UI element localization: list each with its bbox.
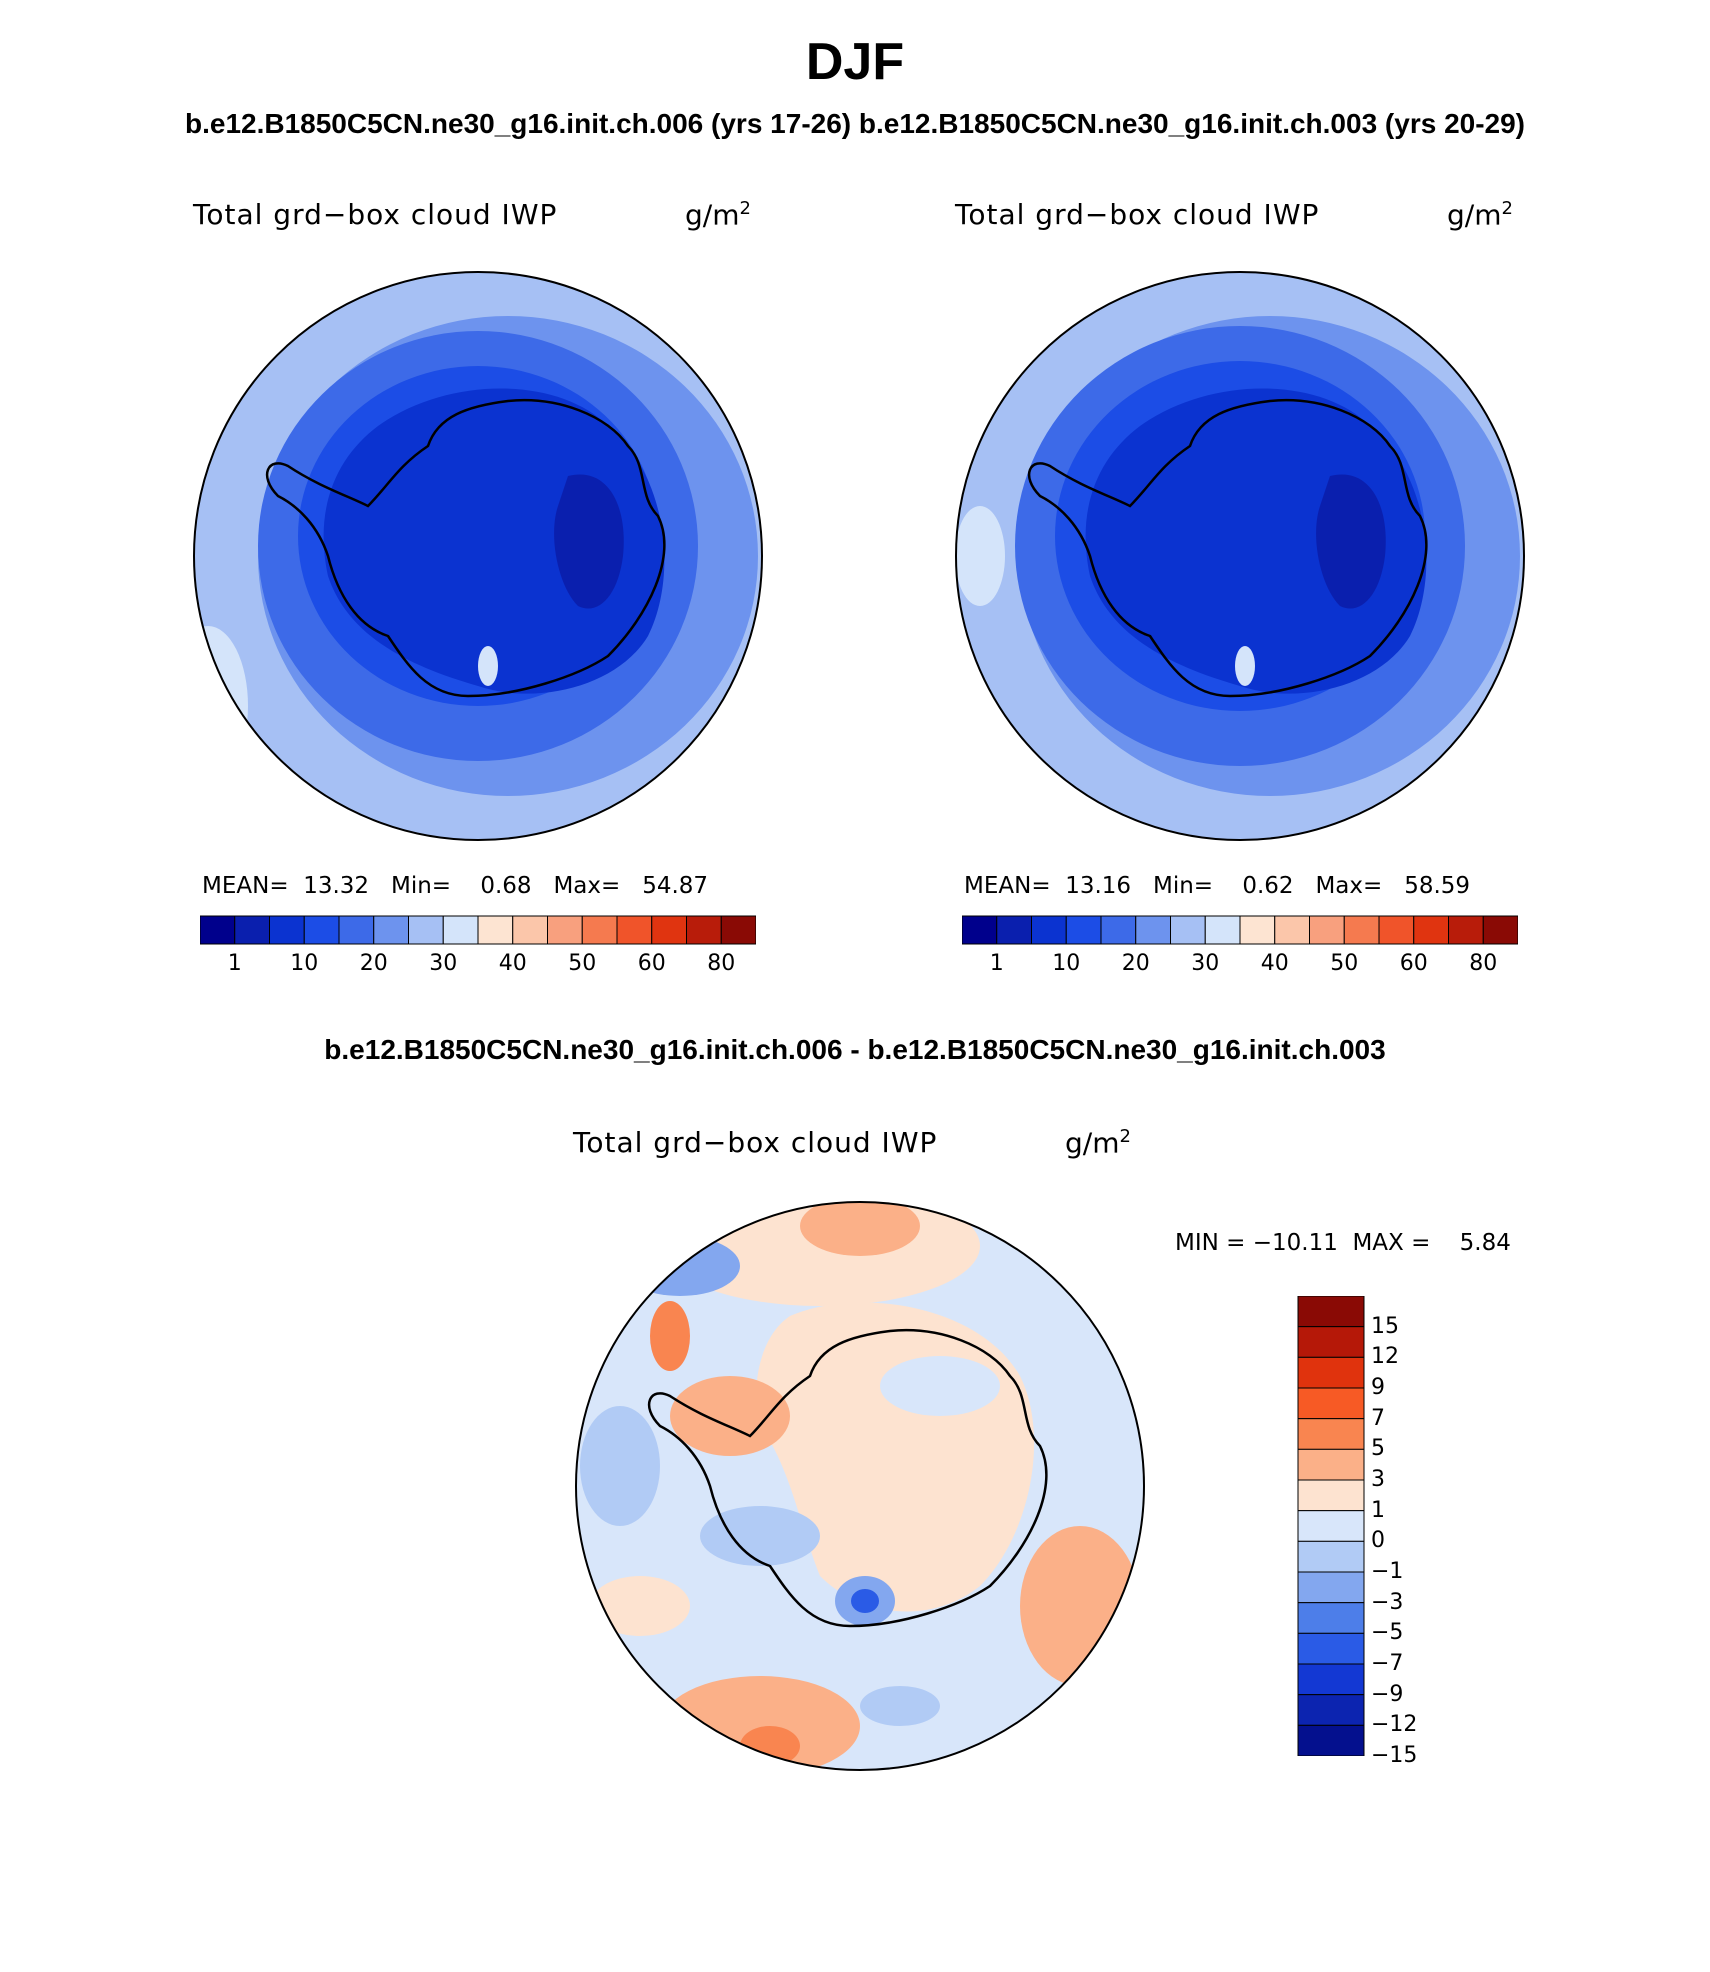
- colorbar-tick-label: 10: [290, 951, 319, 976]
- colorbar-box: [1297, 1448, 1365, 1481]
- panel2-variable-label: Total grd−box cloud IWP: [955, 198, 1320, 231]
- colorbar-box: [1378, 915, 1415, 945]
- colorbar-tick-label: 15: [1371, 1313, 1399, 1339]
- colorbar-box: [1135, 915, 1171, 945]
- colorbar-box: [512, 915, 548, 945]
- colorbar-tick-label: −7: [1371, 1651, 1404, 1676]
- panel1-variable-label: Total grd−box cloud IWP: [193, 198, 558, 231]
- colorbar-box: [338, 915, 375, 945]
- colorbar-box: [962, 915, 998, 945]
- diff-variable-label: Total grd−box cloud IWP: [573, 1126, 938, 1159]
- panel2-colorbar: [962, 915, 1518, 945]
- diff-polar-map: [575, 1201, 1145, 1771]
- colorbar-box: [1297, 1326, 1365, 1358]
- colorbar-tick-label: 80: [1469, 951, 1498, 976]
- colorbar-tick-label: −15: [1371, 1743, 1418, 1768]
- colorbar-box: [1297, 1540, 1365, 1573]
- colorbar-tick-label: −5: [1371, 1620, 1404, 1646]
- colorbar-box: [373, 915, 409, 945]
- colorbar-box: [1297, 1479, 1365, 1512]
- colorbar-tick-label: 20: [359, 951, 388, 976]
- colorbar-box: [234, 915, 270, 945]
- panel1-stats: MEAN= 13.32 Min= 0.68 Max= 54.87: [202, 873, 709, 899]
- diff-title: b.e12.B1850C5CN.ne30_g16.init.ch.006 - b…: [324, 1034, 1386, 1065]
- colorbar-tick-label: 60: [1399, 951, 1428, 976]
- colorbar-box: [408, 915, 444, 945]
- colorbar-tick-label: 50: [568, 951, 597, 976]
- colorbar-tick-label: 0: [1371, 1528, 1385, 1554]
- colorbar-box: [1297, 1602, 1365, 1634]
- main-title: DJF: [805, 33, 905, 91]
- colorbar-box: [1343, 915, 1380, 945]
- colorbar-box: [1448, 915, 1484, 945]
- colorbar-tick-label: 30: [1191, 951, 1220, 976]
- colorbar-box: [1297, 1510, 1365, 1542]
- panel2-stats: MEAN= 13.16 Min= 0.62 Max= 58.59: [964, 873, 1471, 899]
- panel2-units: g/m2: [1447, 198, 1513, 232]
- colorbar-tick-label: 3: [1371, 1467, 1385, 1492]
- colorbar-box: [1297, 1571, 1365, 1604]
- colorbar-box: [1031, 915, 1067, 945]
- colorbar-tick-label: −12: [1371, 1712, 1418, 1738]
- colorbar-tick-label: 50: [1330, 951, 1359, 976]
- colorbar-box: [1204, 915, 1241, 945]
- colorbar-box: [1100, 915, 1137, 945]
- run-titles: b.e12.B1850C5CN.ne30_g16.init.ch.006 (yr…: [184, 108, 1526, 139]
- colorbar-tick-label: 80: [707, 951, 736, 976]
- colorbar-box: [1274, 915, 1310, 945]
- colorbar-box: [996, 915, 1032, 945]
- colorbar-box: [1297, 1663, 1365, 1696]
- colorbar-box: [1297, 1694, 1365, 1726]
- colorbar-tick-label: −9: [1371, 1681, 1404, 1707]
- colorbar-box: [477, 915, 514, 945]
- colorbar-box: [1065, 915, 1102, 945]
- colorbar-tick-label: 1: [1371, 1497, 1385, 1523]
- panel1-polar-map: [193, 271, 763, 841]
- panel2-antarctica-coastline: [1028, 399, 1428, 698]
- colorbar-box: [651, 915, 687, 945]
- panel1-colorbar: [200, 915, 756, 945]
- colorbar-box: [547, 915, 583, 945]
- colorbar-tick-label: 7: [1371, 1405, 1385, 1431]
- panel1-antarctica-coastline: [266, 399, 666, 698]
- diff-units: g/m2: [1065, 1126, 1131, 1160]
- colorbar-tick-label: 40: [498, 951, 527, 976]
- colorbar-tick-label: 40: [1260, 951, 1289, 976]
- colorbar-tick-label: 60: [637, 951, 666, 976]
- colorbar-tick-label: −3: [1371, 1589, 1404, 1615]
- colorbar-box: [1170, 915, 1206, 945]
- colorbar-box: [200, 915, 236, 945]
- colorbar-tick-label: 12: [1371, 1344, 1399, 1370]
- diff-colorbar: [1297, 1296, 1365, 1756]
- colorbar-tick-label: 20: [1121, 951, 1150, 976]
- colorbar-box: [442, 915, 479, 945]
- colorbar-box: [581, 915, 618, 945]
- colorbar-tick-label: 30: [429, 951, 458, 976]
- colorbar-box: [1309, 915, 1345, 945]
- colorbar-box: [1297, 1387, 1365, 1420]
- colorbar-box: [720, 915, 756, 945]
- colorbar-tick-label: 9: [1371, 1375, 1385, 1400]
- diff-antarctica-coastline: [648, 1329, 1048, 1628]
- colorbar-box: [303, 915, 340, 945]
- colorbar-box: [1413, 915, 1449, 945]
- colorbar-box: [1297, 1296, 1365, 1328]
- diff-stats: MIN = −10.11 MAX = 5.84: [1175, 1230, 1511, 1256]
- colorbar-box: [1297, 1356, 1365, 1389]
- colorbar-tick-label: −1: [1371, 1559, 1404, 1584]
- colorbar-box: [269, 915, 305, 945]
- colorbar-box: [1297, 1632, 1365, 1665]
- colorbar-box: [1482, 915, 1518, 945]
- colorbar-box: [1297, 1724, 1365, 1756]
- colorbar-box: [1239, 915, 1276, 945]
- colorbar-tick-label: 1: [989, 951, 1004, 976]
- panel2-polar-map: [955, 271, 1525, 841]
- colorbar-tick-label: 1: [227, 951, 242, 976]
- colorbar-tick-label: 5: [1371, 1436, 1385, 1462]
- colorbar-box: [686, 915, 722, 945]
- colorbar-box: [1297, 1418, 1365, 1450]
- colorbar-tick-label: 10: [1052, 951, 1081, 976]
- panel1-units: g/m2: [685, 198, 751, 232]
- colorbar-box: [616, 915, 653, 945]
